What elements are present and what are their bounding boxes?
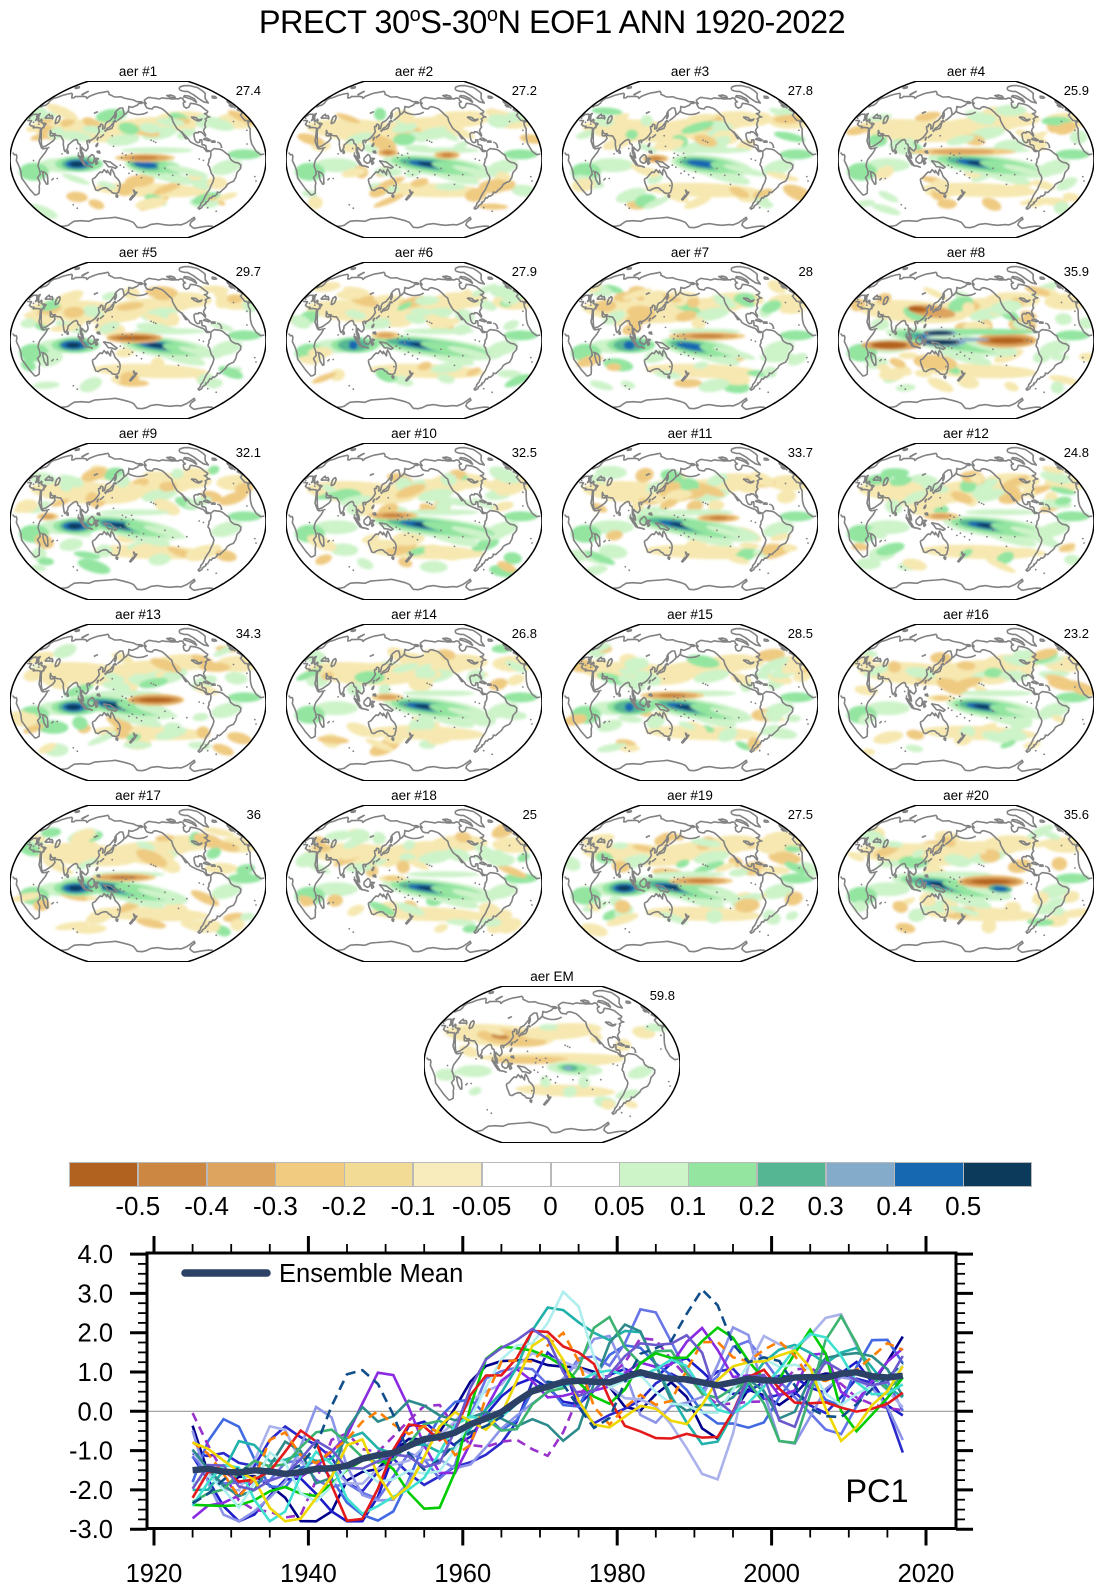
svg-text:1920: 1920 xyxy=(126,1560,183,1588)
svg-text:2020: 2020 xyxy=(898,1560,955,1588)
svg-text:1940: 1940 xyxy=(280,1560,337,1588)
svg-text:4.0: 4.0 xyxy=(78,1241,113,1269)
svg-text:-3.0: -3.0 xyxy=(69,1516,113,1544)
svg-text:0.0: 0.0 xyxy=(78,1398,113,1426)
svg-text:Ensemble Mean: Ensemble Mean xyxy=(279,1260,463,1288)
svg-text:1980: 1980 xyxy=(589,1560,646,1588)
svg-text:-1.0: -1.0 xyxy=(69,1438,113,1466)
svg-text:PC1: PC1 xyxy=(845,1473,908,1509)
svg-text:-2.0: -2.0 xyxy=(69,1477,113,1505)
svg-text:1960: 1960 xyxy=(434,1560,491,1588)
svg-text:3.0: 3.0 xyxy=(78,1280,113,1308)
svg-text:2000: 2000 xyxy=(743,1560,800,1588)
svg-text:1.0: 1.0 xyxy=(78,1359,113,1387)
svg-text:2.0: 2.0 xyxy=(78,1320,113,1348)
